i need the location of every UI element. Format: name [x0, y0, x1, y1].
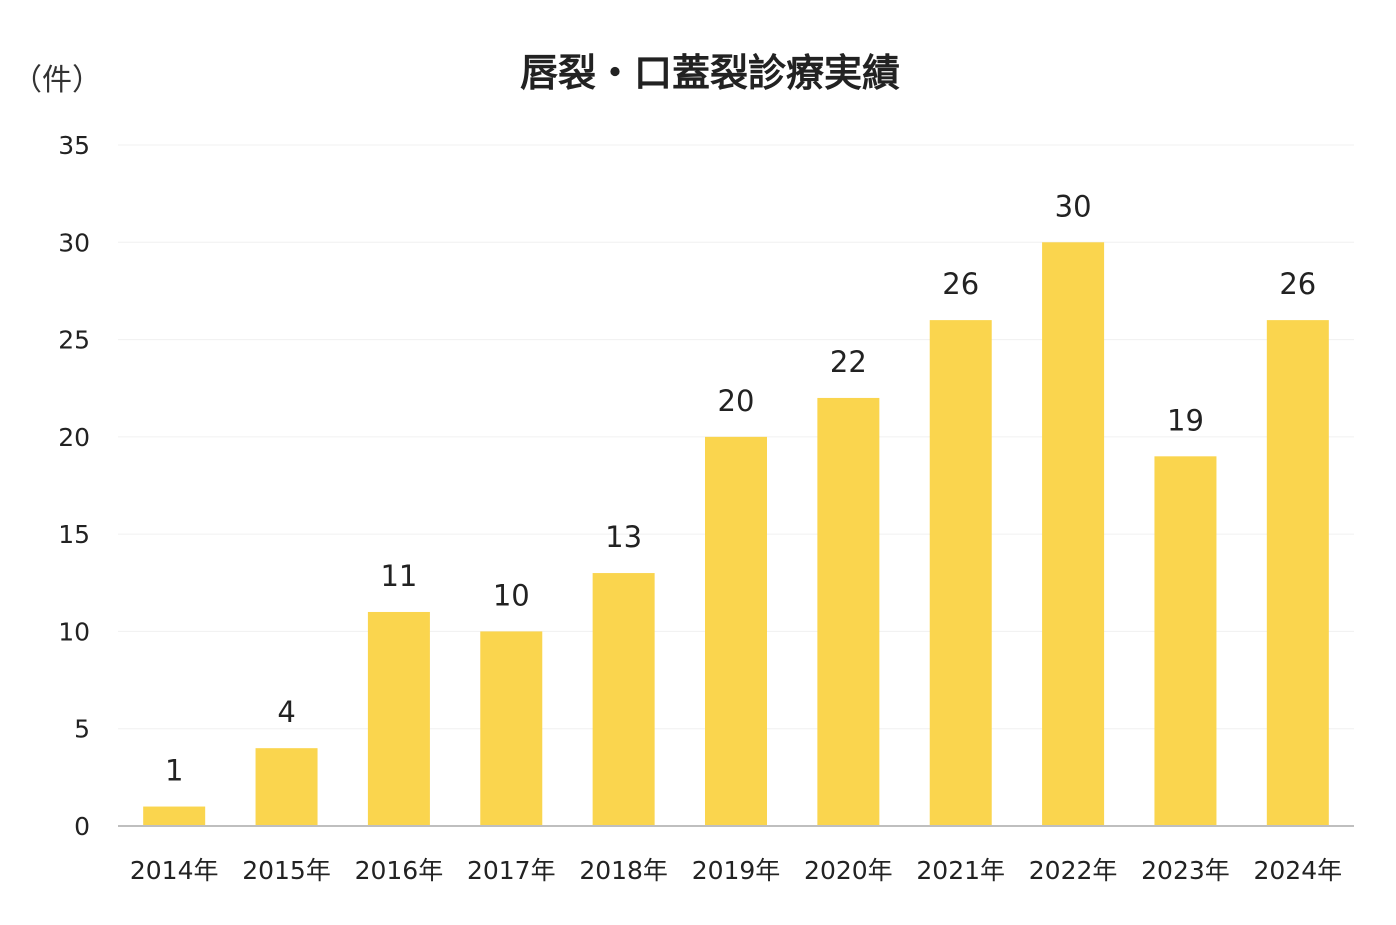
data-label: 22 — [830, 345, 867, 379]
bar — [480, 631, 543, 826]
bar — [1266, 320, 1329, 826]
x-axis-tick-labels: 2014年 2015年 2016年 2017年 2018年 2019年 2020年 2021年… — [130, 856, 1342, 885]
bar — [1042, 242, 1105, 827]
data-label: 20 — [718, 384, 755, 418]
bar — [1154, 456, 1217, 826]
bar — [705, 436, 767, 826]
data-label: 4 — [277, 695, 295, 729]
data-label: 10 — [493, 578, 530, 612]
y-tick-label: 5 — [74, 715, 90, 744]
data-label: 30 — [1055, 189, 1092, 223]
x-tick-label: 2016年 — [355, 856, 444, 885]
x-tick-label: 2020年 — [804, 856, 893, 885]
bar — [929, 320, 992, 826]
bar — [817, 397, 880, 826]
chart-title: 唇裂・口蓋裂診療実績 — [520, 51, 900, 95]
x-tick-label: 2015年 — [242, 856, 331, 885]
x-tick-label: 2023年 — [1141, 856, 1230, 885]
bar — [367, 611, 430, 826]
y-tick-label: 10 — [58, 617, 90, 646]
bar — [143, 806, 206, 826]
data-label: 26 — [1279, 267, 1316, 301]
x-tick-label: 2017年 — [467, 856, 556, 885]
y-tick-label: 20 — [58, 423, 90, 452]
y-axis-unit-label: （件） — [12, 63, 102, 98]
y-tick-label: 25 — [58, 326, 90, 355]
y-tick-label: 35 — [58, 131, 90, 160]
data-label: 11 — [380, 559, 417, 593]
data-label: 26 — [942, 267, 979, 301]
x-tick-label: 2024年 — [1254, 856, 1343, 885]
y-tick-label: 0 — [74, 812, 90, 841]
x-tick-label: 2021年 — [916, 856, 1005, 885]
data-label: 13 — [605, 520, 642, 554]
x-tick-label: 2022年 — [1029, 856, 1118, 885]
x-tick-label: 2014年 — [130, 856, 219, 885]
y-tick-label: 30 — [58, 228, 90, 257]
x-tick-label: 2018年 — [579, 856, 668, 885]
bar — [592, 573, 655, 826]
y-tick-label: 15 — [58, 520, 90, 549]
bar — [255, 748, 318, 826]
y-axis-tick-labels: 0 5 10 15 20 25 30 35 — [58, 131, 90, 841]
data-labels: 1 4 11 10 13 20 22 26 30 19 26 — [165, 189, 1316, 787]
bars — [143, 242, 1329, 827]
data-label: 1 — [165, 754, 183, 788]
x-tick-label: 2019年 — [692, 856, 781, 885]
data-label: 19 — [1167, 403, 1204, 437]
